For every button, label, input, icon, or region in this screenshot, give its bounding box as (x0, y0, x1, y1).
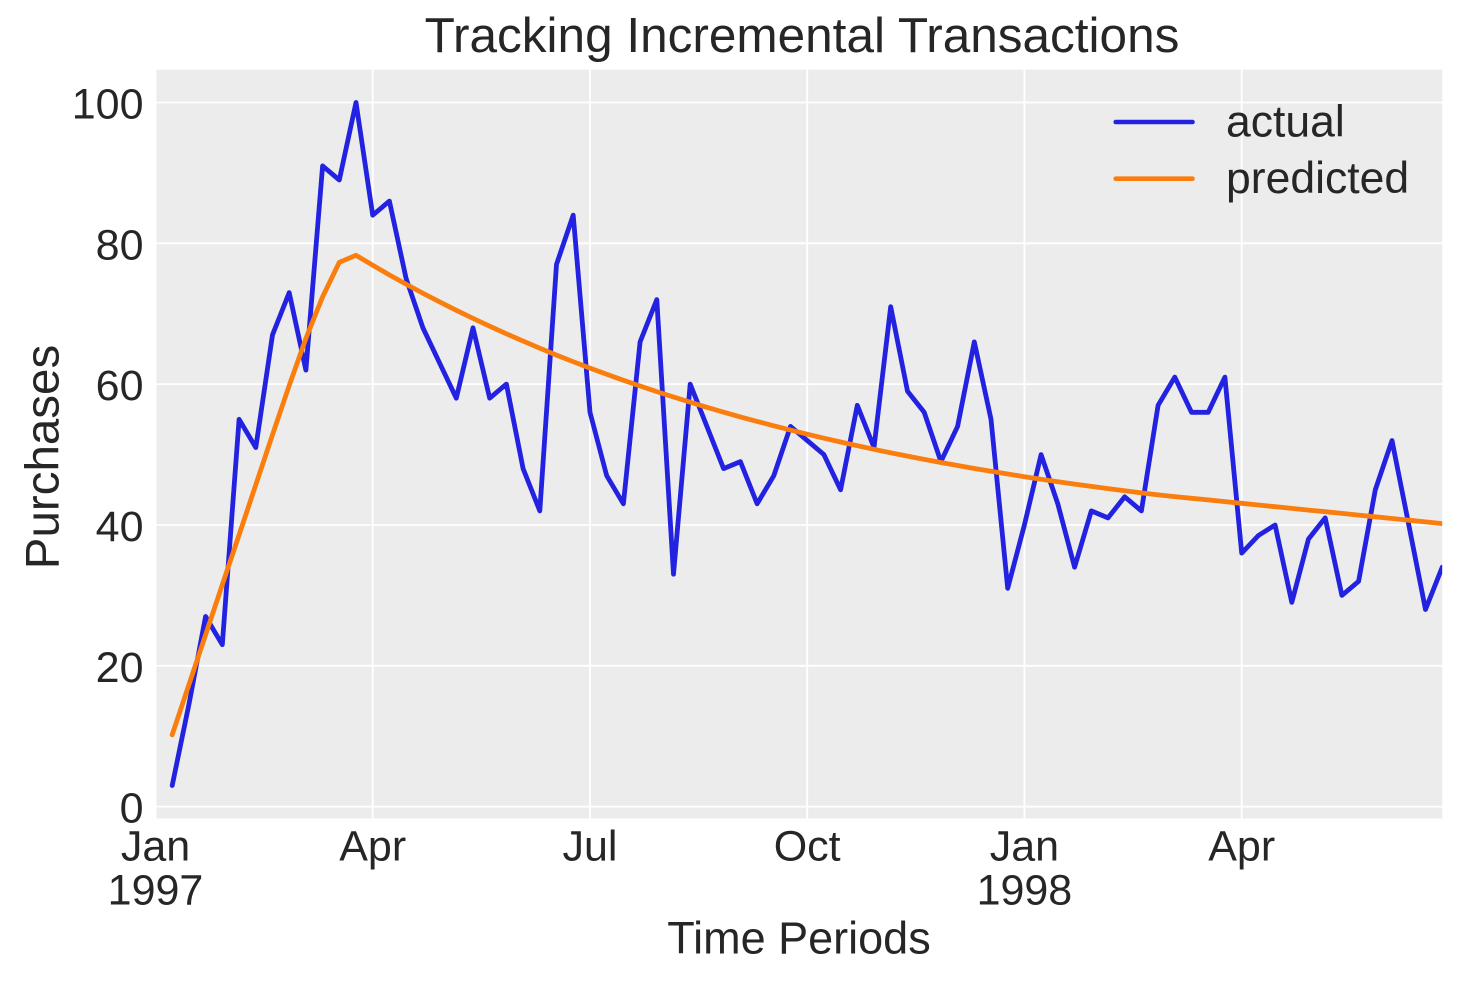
svg-text:Jan: Jan (990, 823, 1059, 871)
svg-text:Jan: Jan (121, 823, 190, 871)
svg-text:Apr: Apr (1208, 823, 1275, 871)
svg-text:Tracking Incremental Transacti: Tracking Incremental Transactions (425, 8, 1180, 63)
svg-text:1998: 1998 (977, 866, 1073, 914)
svg-text:actual: actual (1226, 98, 1345, 147)
svg-text:0: 0 (120, 785, 144, 833)
svg-text:predicted: predicted (1226, 154, 1409, 203)
svg-text:40: 40 (96, 503, 144, 551)
svg-text:20: 20 (96, 644, 144, 692)
svg-text:1997: 1997 (108, 866, 204, 914)
svg-text:60: 60 (96, 362, 144, 410)
svg-text:100: 100 (72, 81, 144, 129)
svg-text:Purchases: Purchases (17, 345, 70, 569)
svg-text:80: 80 (96, 221, 144, 269)
svg-text:Time Periods: Time Periods (667, 913, 930, 964)
svg-text:Jul: Jul (563, 823, 618, 871)
svg-text:Apr: Apr (339, 823, 406, 871)
svg-text:Oct: Oct (774, 823, 841, 871)
